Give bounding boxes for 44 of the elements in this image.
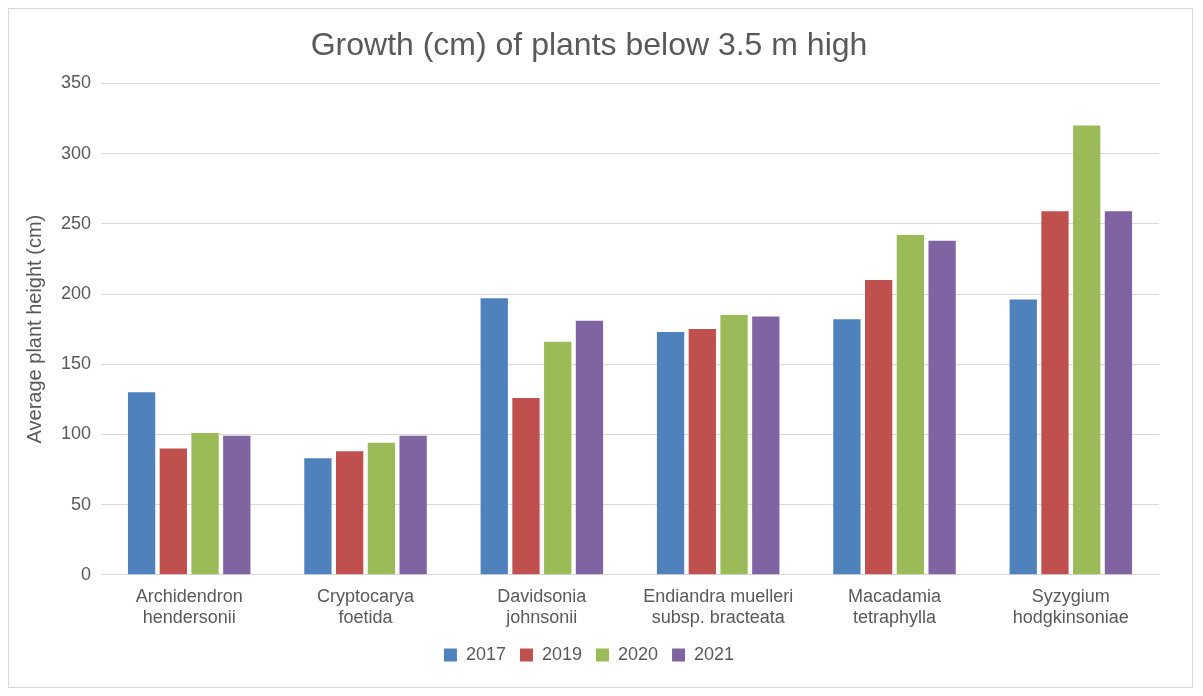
bar xyxy=(367,442,396,575)
y-axis-title: Average plant height (cm) xyxy=(22,214,45,444)
bar xyxy=(656,331,685,575)
x-tick-label: Archidendron hendersonii xyxy=(135,585,243,628)
legend-label: 2017 xyxy=(465,643,506,664)
x-tick-label: Davidsonia johnsonii xyxy=(497,585,588,628)
bar xyxy=(896,235,925,575)
y-tick-label: 100 xyxy=(60,423,92,444)
bar xyxy=(1041,211,1069,575)
bar xyxy=(1009,299,1037,575)
x-tick-label: Syzygium hodgkinsoniae xyxy=(1012,585,1129,628)
legend-label: 2020 xyxy=(618,643,659,664)
x-tick-label: Cryptocarya foetida xyxy=(317,585,416,628)
bar xyxy=(720,315,748,575)
y-tick-label: 150 xyxy=(60,353,92,374)
legend-label: 2019 xyxy=(541,643,582,664)
x-tick-label: Macadamia tetraphylla xyxy=(847,585,943,628)
bar xyxy=(1073,125,1101,575)
bar xyxy=(575,320,604,575)
chart-title: Growth (cm) of plants below 3.5 m high xyxy=(310,26,868,63)
bar xyxy=(688,329,716,575)
bar xyxy=(864,279,893,575)
bar xyxy=(512,397,540,575)
bar xyxy=(1104,211,1133,575)
bar xyxy=(159,448,187,575)
bar xyxy=(833,319,861,575)
bar xyxy=(480,298,508,575)
bar xyxy=(544,341,572,575)
y-tick-label: 250 xyxy=(60,212,92,233)
y-tick-label: 350 xyxy=(60,72,92,93)
bar xyxy=(191,433,219,575)
bar xyxy=(399,435,427,575)
bar xyxy=(223,435,251,575)
y-tick-label: 200 xyxy=(60,282,92,303)
bar xyxy=(928,240,956,575)
y-tick-label: 0 xyxy=(81,563,92,584)
y-tick-label: 300 xyxy=(60,142,92,163)
legend-label: 2021 xyxy=(694,643,735,664)
bar xyxy=(127,392,156,575)
bar xyxy=(336,451,364,575)
bar xyxy=(752,316,780,575)
y-tick-label: 50 xyxy=(71,493,92,514)
bar xyxy=(304,458,332,575)
x-tick-label: Endiandra muelleri subsp. bracteata xyxy=(643,585,794,628)
